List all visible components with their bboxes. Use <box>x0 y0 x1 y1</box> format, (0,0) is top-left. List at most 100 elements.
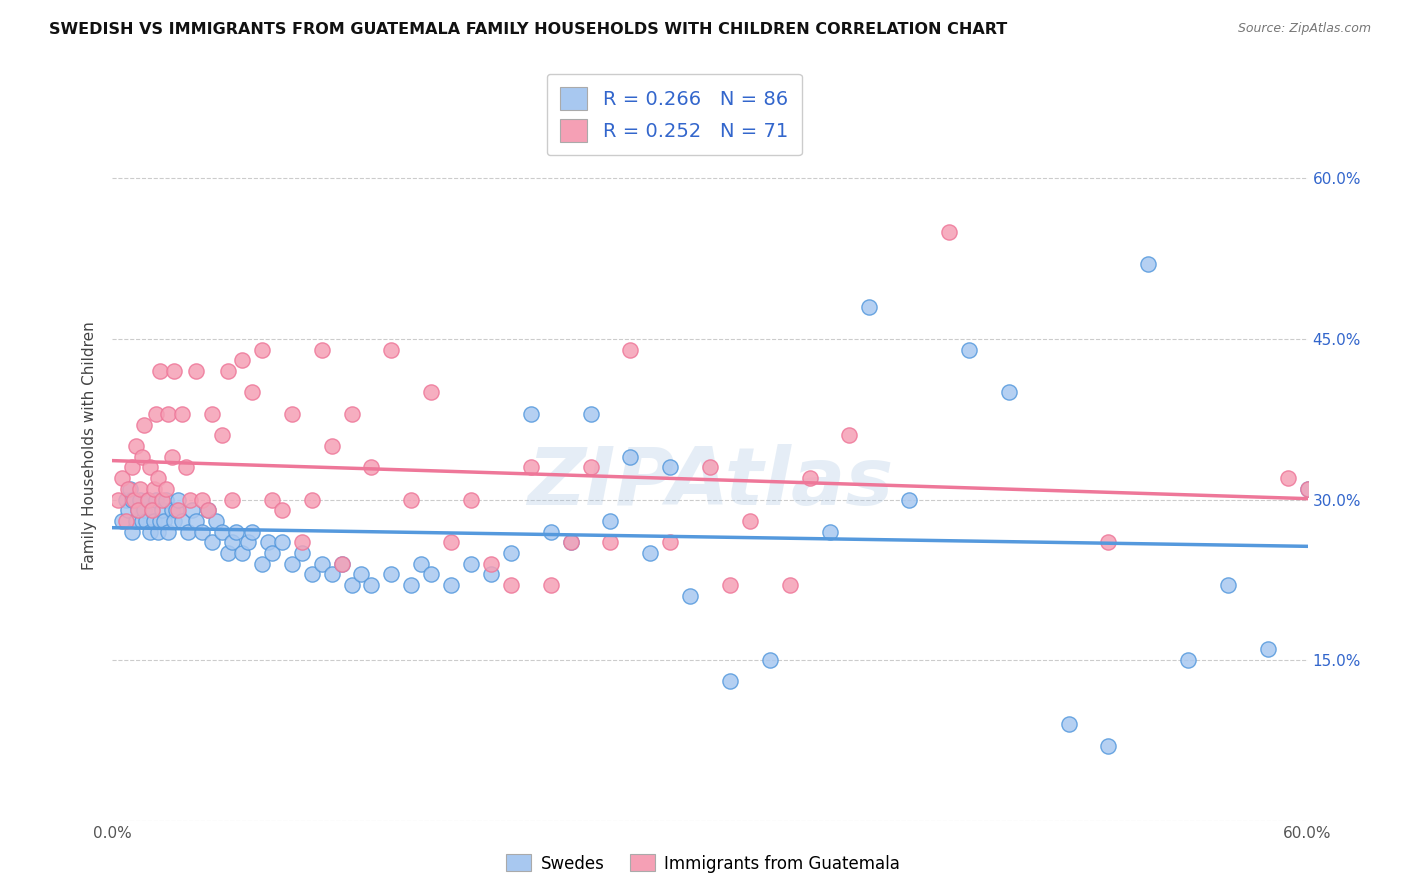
Point <box>127 503 149 517</box>
Point <box>155 492 177 507</box>
Point <box>129 492 152 507</box>
Point <box>240 385 263 400</box>
Point <box>240 524 263 539</box>
Point <box>291 546 314 560</box>
Point <box>139 460 162 475</box>
Point <box>143 482 166 496</box>
Point <box>186 364 208 378</box>
Point <box>759 653 782 667</box>
Point <box>440 578 463 592</box>
Point <box>236 535 259 549</box>
Point <box>1296 482 1319 496</box>
Point <box>162 503 183 517</box>
Point <box>205 514 228 528</box>
Point <box>301 567 323 582</box>
Point <box>201 407 224 421</box>
Point <box>718 674 741 689</box>
Point <box>155 482 177 496</box>
Point <box>420 567 443 582</box>
Point <box>330 557 353 571</box>
Point <box>162 450 183 464</box>
Point <box>121 524 143 539</box>
Point <box>117 482 139 496</box>
Point <box>479 567 502 582</box>
Point <box>321 567 343 582</box>
Point <box>163 514 186 528</box>
Point <box>599 535 621 549</box>
Point <box>799 471 821 485</box>
Point <box>177 524 200 539</box>
Point <box>420 385 443 400</box>
Point <box>201 535 224 549</box>
Point <box>153 514 176 528</box>
Point <box>134 417 156 432</box>
Point <box>167 503 190 517</box>
Point <box>460 557 482 571</box>
Point <box>1296 482 1319 496</box>
Point <box>779 578 801 592</box>
Point <box>121 492 143 507</box>
Point <box>380 567 402 582</box>
Point <box>957 343 980 357</box>
Point <box>411 557 433 571</box>
Point <box>125 514 148 528</box>
Point <box>330 557 353 571</box>
Text: SWEDISH VS IMMIGRANTS FROM GUATEMALA FAMILY HOUSEHOLDS WITH CHILDREN CORRELATION: SWEDISH VS IMMIGRANTS FROM GUATEMALA FAM… <box>49 22 1008 37</box>
Point <box>141 503 163 517</box>
Point <box>321 439 343 453</box>
Point <box>858 300 880 314</box>
Point <box>125 439 148 453</box>
Point <box>150 492 173 507</box>
Point <box>340 578 363 592</box>
Point <box>270 503 292 517</box>
Point <box>115 514 138 528</box>
Point <box>221 535 243 549</box>
Point <box>191 524 214 539</box>
Point <box>638 546 662 560</box>
Point <box>360 578 382 592</box>
Point <box>250 557 273 571</box>
Point <box>149 514 172 528</box>
Point <box>124 492 146 507</box>
Point <box>699 460 721 475</box>
Point <box>818 524 841 539</box>
Point <box>479 557 502 571</box>
Point <box>131 450 153 464</box>
Point <box>311 557 333 571</box>
Point <box>350 567 373 582</box>
Point <box>157 407 180 421</box>
Point <box>138 492 160 507</box>
Point <box>1097 739 1119 753</box>
Point <box>115 492 138 507</box>
Point <box>129 482 152 496</box>
Point <box>998 385 1021 400</box>
Point <box>579 407 602 421</box>
Point <box>135 514 157 528</box>
Point <box>217 364 239 378</box>
Point <box>179 492 201 507</box>
Point <box>540 578 562 592</box>
Point <box>131 514 153 528</box>
Point <box>560 535 582 549</box>
Point <box>138 492 160 507</box>
Point <box>134 503 156 517</box>
Point <box>1137 257 1160 271</box>
Point <box>579 460 602 475</box>
Point <box>738 514 761 528</box>
Point <box>120 482 142 496</box>
Point <box>191 492 214 507</box>
Text: ZIPAtlas: ZIPAtlas <box>527 444 893 523</box>
Point <box>167 492 190 507</box>
Point <box>145 492 167 507</box>
Point <box>111 514 134 528</box>
Point <box>679 589 702 603</box>
Point <box>231 546 253 560</box>
Point <box>401 492 423 507</box>
Point <box>257 535 280 549</box>
Point <box>540 524 562 539</box>
Point <box>401 578 423 592</box>
Point <box>163 364 186 378</box>
Point <box>619 343 641 357</box>
Point <box>211 524 233 539</box>
Point <box>360 460 382 475</box>
